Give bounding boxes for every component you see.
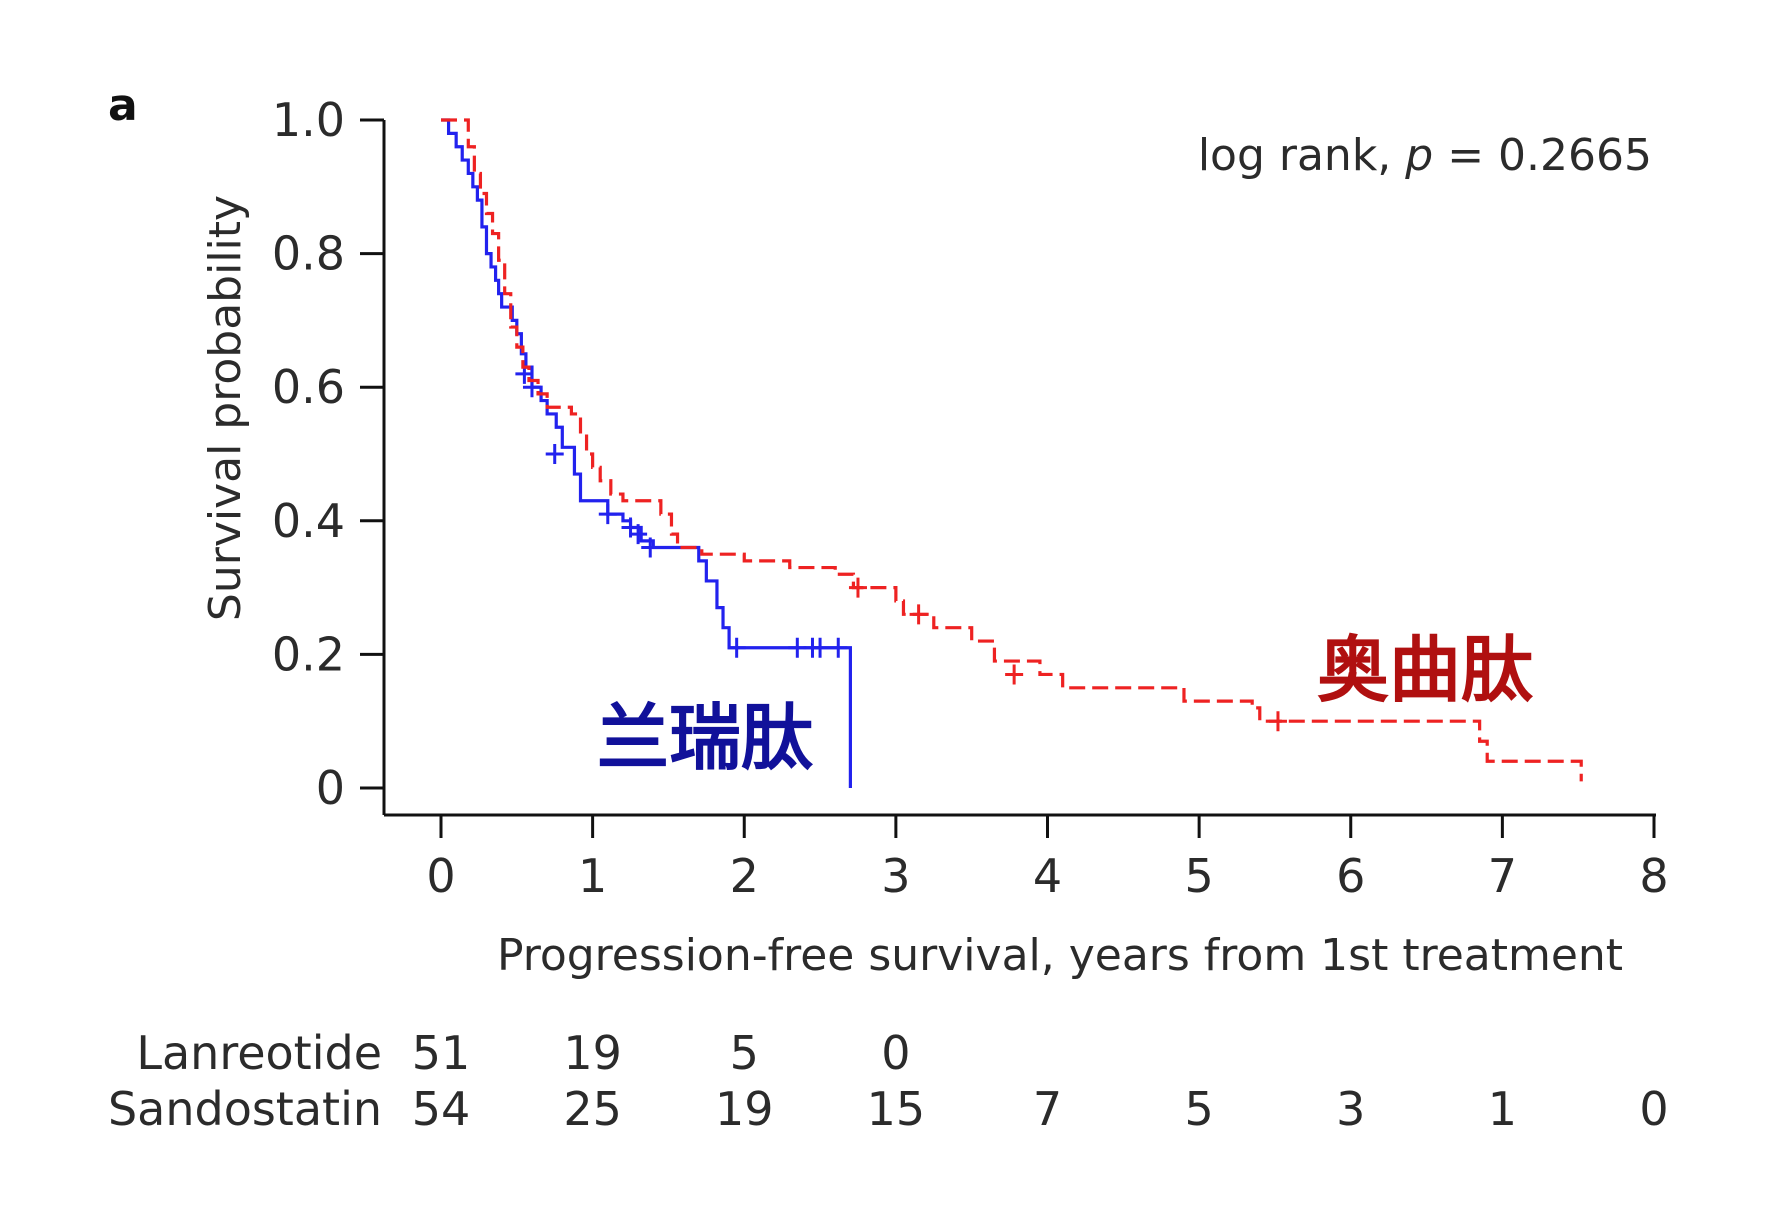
at-risk-count: 19 <box>563 1026 622 1080</box>
censor-mark <box>727 637 746 658</box>
at-risk-count: 3 <box>1336 1082 1365 1136</box>
y-axis-title: Survival probability <box>200 195 251 621</box>
at-risk-count: 5 <box>730 1026 759 1080</box>
at-risk-count: 15 <box>867 1082 926 1136</box>
at-risk-count: 0 <box>881 1026 910 1080</box>
survival-curve-lanreotide <box>441 118 852 788</box>
y-tick-label: 1.0 <box>272 93 345 147</box>
x-tick-label: 7 <box>1488 849 1517 903</box>
log-rank-value: = 0.2665 <box>1433 130 1652 181</box>
x-axis-title: Progression-free survival, years from 1s… <box>497 930 1623 981</box>
log-rank-p-symbol: p <box>1404 130 1433 181</box>
x-tick-label: 6 <box>1336 849 1365 903</box>
series-lanreotide <box>441 118 852 788</box>
x-tick-label: 5 <box>1184 849 1213 903</box>
at-risk-count: 0 <box>1639 1082 1668 1136</box>
y-tick-label: 0.2 <box>272 627 345 681</box>
at-risk-count: 7 <box>1033 1082 1062 1136</box>
series-label-sandostatin: 奥曲肽 <box>1317 628 1534 712</box>
censor-mark <box>641 537 660 558</box>
x-tick-label: 3 <box>881 849 910 903</box>
x-tick-label: 8 <box>1639 849 1668 903</box>
risk-table-group-lanreotide: Lanreotide <box>136 1026 382 1080</box>
log-rank-annotation: log rank, p = 0.2665 <box>1198 130 1652 181</box>
y-tick-label: 0.8 <box>272 227 345 281</box>
censor-mark <box>848 577 867 598</box>
censor-mark <box>629 524 648 545</box>
at-risk-count: 5 <box>1184 1082 1213 1136</box>
y-tick-label: 0 <box>316 761 345 815</box>
at-risk-count: 19 <box>715 1082 774 1136</box>
x-tick-label: 0 <box>426 849 455 903</box>
risk-table-group-sandostatin: Sandostatin <box>108 1082 382 1136</box>
censor-mark <box>545 444 564 464</box>
censor-mark <box>598 504 617 525</box>
censor-mark <box>788 637 807 658</box>
censor-mark <box>909 604 928 625</box>
y-tick-label: 0.6 <box>272 360 345 414</box>
at-risk-count: 1 <box>1488 1082 1517 1136</box>
series-sandostatin <box>441 118 1583 782</box>
y-tick-label: 0.4 <box>272 494 345 548</box>
at-risk-count: 25 <box>563 1082 622 1136</box>
survival-curve-sandostatin <box>441 118 1583 782</box>
log-rank-prefix: log rank, <box>1198 130 1405 181</box>
censor-mark <box>1005 664 1024 685</box>
series-labels: 兰瑞肽 奥曲肽 <box>597 628 1534 780</box>
censor-mark <box>1268 711 1287 732</box>
series-label-lanreotide: 兰瑞肽 <box>597 696 814 780</box>
plot-series <box>441 118 1583 788</box>
censor-mark <box>811 637 830 658</box>
at-risk-count: 54 <box>412 1082 471 1136</box>
x-tick-label: 2 <box>730 849 759 903</box>
censor-mark <box>829 637 848 658</box>
at-risk-count: 51 <box>412 1026 471 1080</box>
x-tick-label: 4 <box>1033 849 1062 903</box>
x-tick-label: 1 <box>578 849 607 903</box>
axes: 0 0.2 0.4 0.6 0.8 1.0 0 1 2 3 4 5 6 7 8 <box>272 93 1669 903</box>
panel-label: a <box>108 80 138 131</box>
